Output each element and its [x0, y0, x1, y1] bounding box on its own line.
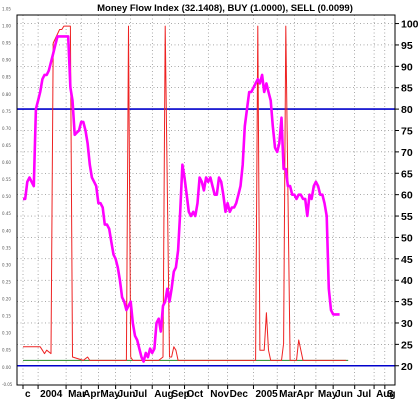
x-tick-label: Jun — [335, 389, 353, 400]
x-tick-label: May — [318, 389, 338, 400]
x-tick-label: Apr — [296, 389, 313, 400]
x-tick-label: Aug — [376, 389, 395, 400]
x-tick-label: S — [387, 389, 394, 400]
left-tick-label: 0.20 — [2, 297, 11, 302]
left-tick-label: 1.00 — [2, 24, 11, 29]
left-tick-label: 0.25 — [2, 279, 11, 284]
reference-lines — [17, 108, 395, 367]
right-tick-label: 60 — [401, 190, 413, 202]
left-tick-label: 0.95 — [2, 41, 11, 46]
left-tick-label: 1.05 — [2, 6, 11, 11]
x-tick-label: Aug — [154, 389, 173, 400]
x-tick-label: May — [100, 389, 120, 400]
series-lines — [23, 25, 349, 363]
left-tick-label: 0.50 — [2, 194, 11, 199]
x-tick-label: Mar — [68, 389, 86, 400]
left-tick-label: 0.35 — [2, 245, 11, 250]
right-tick-label: 85 — [401, 83, 413, 95]
right-tick-label: 40 — [401, 275, 413, 287]
plot-frame — [16, 14, 396, 386]
left-tick-label: 0.75 — [2, 109, 11, 114]
left-tick-label: 0.30 — [2, 262, 11, 267]
left-tick-label: 0.00 — [2, 365, 11, 370]
left-axis-ticks: 1.05 1.00 0.95 0.90 0.85 0.80 0.75 0.70 0.65 0.60… — [2, 6, 13, 386]
left-tick-label: 0.05 — [2, 348, 11, 353]
x-tick-label: Dec — [230, 389, 249, 400]
right-tick-label: 65 — [401, 168, 413, 180]
left-tick-label: 0.60 — [2, 160, 11, 165]
right-tick-label: 70 — [401, 147, 413, 159]
left-tick-label: 0.65 — [2, 143, 11, 148]
right-tick-label: 45 — [401, 254, 413, 266]
left-tick-label: 0.90 — [2, 58, 11, 63]
right-tick-label: 30 — [401, 318, 413, 330]
right-tick-label: 35 — [401, 297, 413, 309]
right-tick-label: 95 — [401, 40, 413, 52]
right-tick-label: 25 — [401, 339, 413, 351]
x-tick-label: Mar — [279, 389, 297, 400]
series-line-1 — [23, 25, 347, 361]
x-tick-label: 2004 — [40, 389, 63, 400]
right-tick-label: 90 — [401, 61, 413, 73]
left-tick-label: 0.70 — [2, 126, 11, 131]
right-tick-label: 55 — [401, 211, 413, 223]
left-tick-label: 0.15 — [2, 314, 11, 319]
left-tick-label: 0.40 — [2, 228, 11, 233]
right-tick-label: 75 — [401, 125, 413, 137]
series-line-0 — [23, 35, 340, 363]
left-tick-label: 0.85 — [2, 75, 11, 80]
left-tick-label: -0.05 — [2, 382, 13, 387]
chart-title: Money Flow Index (32.1408), BUY (1.0000)… — [97, 3, 353, 14]
x-tick-label: c — [25, 389, 31, 400]
left-tick-label: 0.10 — [2, 331, 11, 336]
right-tick-label: 20 — [401, 361, 413, 373]
x-tick-label: Apr — [83, 389, 100, 400]
left-tick-label: 0.45 — [2, 211, 11, 216]
right-tick-label: 50 — [401, 232, 413, 244]
x-tick-label: Jul — [133, 389, 148, 400]
x-tick-label: Nov — [210, 389, 229, 400]
right-tick-label: 80 — [401, 104, 413, 116]
x-tick-label: Jul — [357, 389, 372, 400]
right-axis-ticks: 20 25 30 35 40 45 50 55 60 65 70 75 80 85 90 95 100 — [395, 19, 419, 373]
left-tick-label: 0.55 — [2, 177, 11, 182]
x-tick-label: Sep — [171, 389, 189, 400]
right-tick-label: 100 — [401, 19, 419, 31]
left-tick-label: 0.80 — [2, 92, 11, 97]
x-tick-label: 2005 — [255, 389, 278, 400]
grid-lines — [17, 15, 395, 385]
x-tick-label: Oct — [187, 389, 204, 400]
x-tick-label: Jun — [118, 389, 136, 400]
